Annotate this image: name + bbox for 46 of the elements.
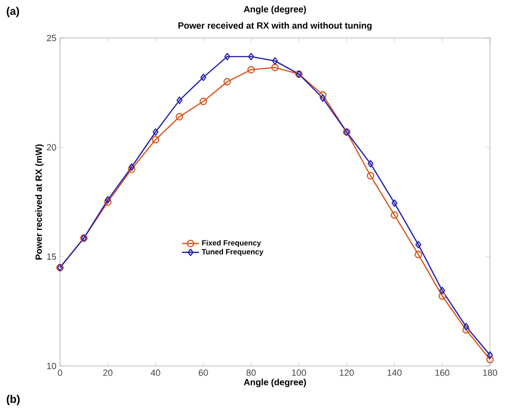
point <box>392 199 398 207</box>
point <box>486 356 494 364</box>
text: (a) <box>6 6 20 18</box>
x-tick-label: 160 <box>435 370 450 376</box>
point <box>487 351 493 359</box>
x-tick-label: 80 <box>246 370 256 376</box>
x-tick-label: 140 <box>388 370 402 376</box>
point <box>223 78 231 86</box>
point <box>439 286 446 294</box>
point <box>368 160 374 168</box>
point <box>320 94 326 102</box>
point <box>248 52 254 60</box>
x-tick-label: 180 <box>483 370 498 376</box>
point <box>152 128 158 136</box>
point <box>272 57 278 65</box>
point <box>200 98 208 106</box>
x-tick-label: 40 <box>150 370 160 376</box>
y-tick-label: 25 <box>46 34 56 42</box>
point <box>463 322 470 330</box>
point <box>176 112 184 120</box>
point <box>438 292 446 300</box>
x-tick-label: 0 <box>58 370 62 376</box>
x-tick-label: 20 <box>103 370 112 376</box>
x-axis-title: Angle (degree) <box>244 378 306 388</box>
point <box>390 211 398 219</box>
point <box>247 66 255 74</box>
point <box>366 172 374 180</box>
x-tick-label: 120 <box>340 370 354 376</box>
text: (b) <box>6 394 20 406</box>
point <box>415 240 422 248</box>
point <box>414 250 422 258</box>
point <box>462 326 470 334</box>
chart-title: Power received at RX with and without tuning <box>178 22 372 31</box>
point <box>319 91 327 99</box>
x-tick-label: 100 <box>292 370 306 376</box>
y-tick-label: 15 <box>47 254 56 260</box>
x-tick-label: 60 <box>198 370 208 376</box>
point <box>152 136 160 144</box>
point <box>176 96 182 104</box>
point <box>224 52 230 60</box>
y-tick-label: 10 <box>47 362 56 370</box>
point <box>200 74 206 82</box>
text: Angle (degree) <box>244 6 306 14</box>
point <box>271 64 279 72</box>
y-axis-title: Power received at RX (mW) <box>35 144 44 260</box>
y-tick-label: 20 <box>46 144 56 151</box>
